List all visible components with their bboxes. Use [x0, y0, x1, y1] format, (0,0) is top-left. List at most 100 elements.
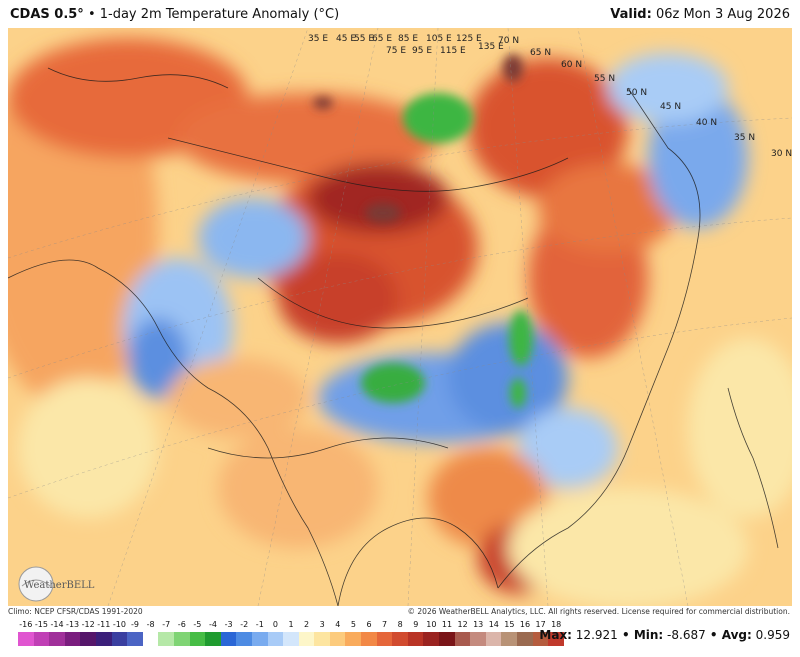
field-stats: Max: 12.921 • Min: -8.687 • Avg: 0.959 — [539, 628, 790, 642]
avg-value: 0.959 — [751, 628, 790, 642]
colorbar-swatch — [345, 632, 362, 646]
lat-label: 40 N — [696, 118, 718, 128]
map-footer: Climo: NCEP CFSR/CDAS 1991-2020 © 2026 W… — [8, 605, 792, 619]
colorbar — [18, 632, 564, 646]
colorbar-swatch — [18, 632, 34, 646]
lon-label: 45 E — [336, 34, 356, 44]
colorbar-swatch — [158, 632, 174, 646]
lon-label: 65 E — [372, 34, 392, 44]
colorbar-tick-label: 5 — [350, 620, 356, 629]
colorbar-tick-label: 4 — [335, 620, 341, 629]
colorbar-tick-label: -15 — [34, 620, 48, 629]
lon-label: 55 E — [354, 34, 374, 44]
colorbar-swatch — [439, 632, 455, 646]
colorbar-swatch — [314, 632, 330, 646]
min-value: -8.687 — [663, 628, 706, 642]
colorbar-swatch — [80, 632, 96, 646]
colorbar-swatch — [423, 632, 440, 646]
lon-label: 125 E — [456, 34, 482, 44]
lat-label: 55 N — [594, 74, 616, 84]
map-title: CDAS 0.5° • 1-day 2m Temperature Anomaly… — [10, 7, 339, 22]
colorbar-tick-label: 17 — [535, 620, 546, 629]
colorbar-swatch — [361, 632, 377, 646]
colorbar-swatch — [454, 632, 471, 646]
colorbar-swatch — [142, 632, 159, 646]
colorbar-tick-label: 10 — [426, 620, 437, 629]
colorbar-swatch — [236, 632, 252, 646]
colorbar-swatch — [298, 632, 315, 646]
avg-label: • Avg: — [705, 628, 752, 642]
lon-label: 115 E — [440, 46, 466, 56]
lat-label: 50 N — [626, 88, 648, 98]
colorbar-tick-label: 8 — [397, 620, 403, 629]
lon-label: 95 E — [412, 46, 432, 56]
min-label: • Min: — [617, 628, 664, 642]
colorbar-tick-label: 1 — [288, 620, 294, 629]
valid-value: 06z Mon 3 Aug 2026 — [651, 7, 790, 22]
colorbar-swatch — [220, 632, 237, 646]
colorbar-swatch — [95, 632, 112, 646]
colorbar-swatch — [548, 632, 564, 646]
dataset-name: CDAS 0.5° — [10, 7, 84, 22]
lon-label: 105 E — [426, 34, 452, 44]
svg-text:WeatherBELL: WeatherBELL — [24, 580, 95, 591]
anomaly-field — [8, 28, 792, 606]
colorbar-swatch — [517, 632, 533, 646]
colorbar-tick-label: 18 — [551, 620, 562, 629]
product-title: • 1-day 2m Temperature Anomaly (°C) — [83, 7, 340, 22]
map-header: CDAS 0.5° • 1-day 2m Temperature Anomaly… — [0, 0, 800, 28]
colorbar-tick-label: -13 — [66, 620, 80, 629]
colorbar-tick-label: 15 — [504, 620, 515, 629]
colorbar-tick-label: -5 — [193, 620, 202, 629]
colorbar-swatch — [267, 632, 284, 646]
colorbar-swatch — [173, 632, 190, 646]
colorbar-swatch — [283, 632, 299, 646]
max-value: 12.921 — [571, 628, 618, 642]
lon-label: 35 E — [308, 34, 328, 44]
colorbar-tick-label: -14 — [50, 620, 64, 629]
colorbar-tick-label: -8 — [146, 620, 155, 629]
colorbar-tick-label: -11 — [97, 620, 111, 629]
colorbar-swatch — [501, 632, 517, 646]
colorbar-tick-label: 12 — [457, 620, 468, 629]
colorbar-tick-label: -7 — [162, 620, 171, 629]
colorbar-tick-label: 13 — [473, 620, 484, 629]
colorbar-tick-label: 9 — [413, 620, 419, 629]
lon-label: 75 E — [386, 46, 406, 56]
colorbar-tick-label: -6 — [177, 620, 186, 629]
colorbar-swatch — [470, 632, 486, 646]
colorbar-tick-label: 6 — [366, 620, 372, 629]
colorbar-swatch — [111, 632, 128, 646]
colorbar-swatch — [127, 632, 143, 646]
colorbar-tick-label: -2 — [240, 620, 249, 629]
weatherbell-logo: WeatherBELL — [18, 566, 95, 602]
lat-label: 35 N — [734, 133, 756, 143]
colorbar-tick-label: -16 — [19, 620, 33, 629]
lon-label: 85 E — [398, 34, 418, 44]
lat-label: 60 N — [561, 60, 583, 70]
colorbar-tick-label: -4 — [209, 620, 217, 629]
anomaly-map: 70 N 65 N 60 N 55 N 50 N 45 N 40 N 35 N … — [8, 28, 792, 606]
colorbar-swatch — [376, 632, 393, 646]
valid-time: Valid: 06z Mon 3 Aug 2026 — [610, 7, 790, 22]
colorbar-tick-label: -1 — [255, 620, 264, 629]
lat-label: 45 N — [660, 102, 682, 112]
colorbar-tick-label: 2 — [304, 620, 310, 629]
lon-label: 135 E — [478, 42, 504, 52]
colorbar-swatch — [329, 632, 346, 646]
colorbar-swatch — [205, 632, 221, 646]
lat-label: 70 N — [498, 36, 520, 46]
colorbar-swatch — [251, 632, 268, 646]
colorbar-tick-label: 11 — [441, 620, 453, 629]
colorbar-tick-label: 14 — [488, 620, 499, 629]
colorbar-tick-label: -3 — [224, 620, 233, 629]
colorbar-tick-label: 0 — [272, 620, 278, 629]
valid-label: Valid: — [610, 7, 652, 22]
colorbar-swatch — [392, 632, 408, 646]
colorbar-tick-label: -9 — [131, 620, 139, 629]
colorbar-tick-label: 7 — [382, 620, 388, 629]
colorbar-swatch — [407, 632, 424, 646]
colorbar-swatch — [49, 632, 65, 646]
colorbar-swatch — [532, 632, 549, 646]
colorbar-tick-label: 3 — [319, 620, 325, 629]
